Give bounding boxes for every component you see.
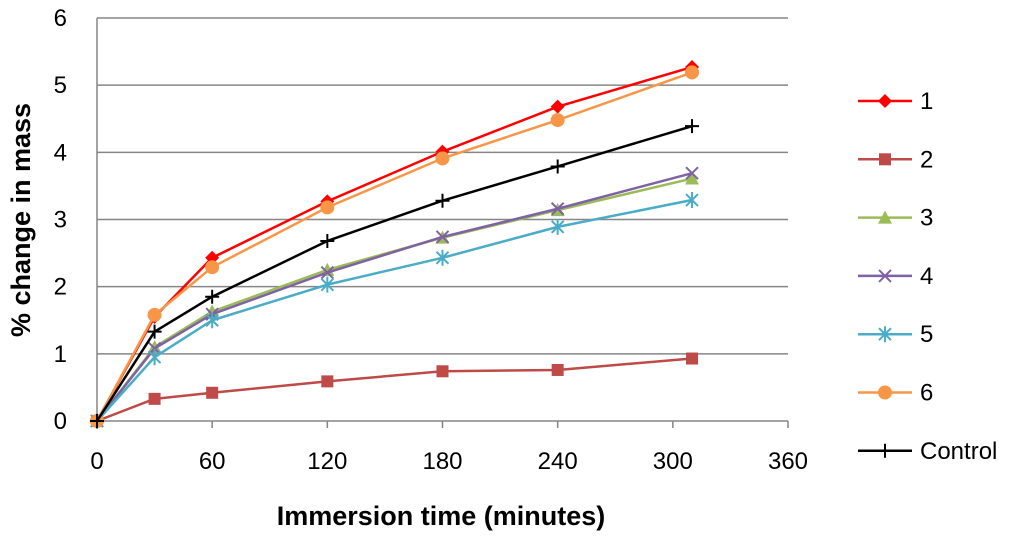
x-tick-label: 300 [653,448,693,475]
series-4-point [320,265,335,280]
series-2-point [551,363,564,376]
legend-item-1: 1 [858,88,933,115]
legend-item-3-marker [878,210,892,224]
legend: 1 2 3 4 5 6 Control [858,88,997,465]
legend-item-4-label: 4 [920,263,933,290]
series-control-point [90,414,104,428]
series-4-point [550,202,565,216]
series-5-group [90,192,699,429]
x-tick-label: 60 [199,448,226,475]
x-tick-label: 0 [90,448,103,475]
series-control-line [95,124,693,422]
series-1-line [95,65,693,422]
legend-item-1-marker [878,94,892,108]
series-6-point [685,65,700,80]
legend-item-control-label: Control [920,438,997,465]
series-6-line [95,71,693,422]
series-2-group [91,352,699,427]
series-3-point [147,340,162,354]
y-tick-label: 4 [54,139,67,166]
series-4-point [685,166,699,180]
series-3-point [685,171,700,185]
legend-item-4: 4 [858,263,933,290]
series-control-group [90,119,700,428]
series-control-point [435,193,450,208]
legend-item-6: 6 [858,380,933,407]
series-control-point [320,233,335,248]
series-5-point [435,249,450,266]
series-control-point [550,159,565,174]
series-3-group [90,171,700,427]
legend-item-3: 3 [858,205,933,232]
legend-item-2-label: 2 [920,146,933,173]
legend-item-6-label: 6 [920,380,933,407]
series-2-point [436,365,449,378]
legend-item-control-marker [878,443,892,458]
series-5-point [685,192,699,209]
series-2-point [206,386,219,399]
x-tick-label: 180 [422,448,462,475]
series-2-point [686,352,699,365]
legend-item-3-label: 3 [920,205,933,232]
series-5-point [205,312,219,329]
series-control-point [147,324,162,339]
series-3-line [96,177,693,422]
series-2-point [321,375,334,388]
series-6-point [320,200,335,215]
series-4-line [96,171,693,422]
series-5-line [96,198,693,422]
series-6-point [147,307,162,322]
series-1-group [90,60,700,428]
series-1-point [550,99,565,114]
series-control-point [685,119,700,134]
series-3-point [205,304,220,318]
series-2-point [148,392,161,405]
legend-item-5-marker [878,326,892,343]
x-tick-label: 360 [768,448,808,475]
legend-item-control: Control [858,438,997,465]
series-5-point [550,218,565,235]
y-axis-title: % change in mass [6,103,36,337]
axes [96,18,789,428]
y-tick-label: 1 [54,341,67,368]
series-control-point [205,289,220,304]
series-group [90,60,700,429]
legend-item-1-label: 1 [920,88,933,115]
x-axis-title: Immersion time (minutes) [277,501,606,531]
x-tick-label: 120 [307,448,347,475]
series-5-point [147,349,162,366]
series-4-point [435,230,450,244]
series-5-point [320,276,335,293]
legend-item-2: 2 [858,146,933,173]
legend-item-5-label: 5 [920,321,933,348]
legend-item-6-marker [878,385,892,400]
legend-item-5: 5 [858,321,933,348]
series-2-line [96,357,693,423]
series-4-group [90,166,699,428]
y-tick-label: 3 [54,207,67,234]
series-6-point [550,113,565,128]
y-tick-label: 0 [54,408,67,435]
series-6-group [90,65,700,428]
series-6-point [435,151,450,166]
legend-item-4-marker [878,269,892,283]
legend-item-2-marker [879,153,891,166]
y-tick-label: 6 [54,5,67,32]
y-tick-label: 2 [54,274,67,301]
gridlines [97,17,788,355]
x-tick-label: 240 [538,448,578,475]
series-6-point [205,260,220,275]
y-tick-label: 5 [54,72,67,99]
